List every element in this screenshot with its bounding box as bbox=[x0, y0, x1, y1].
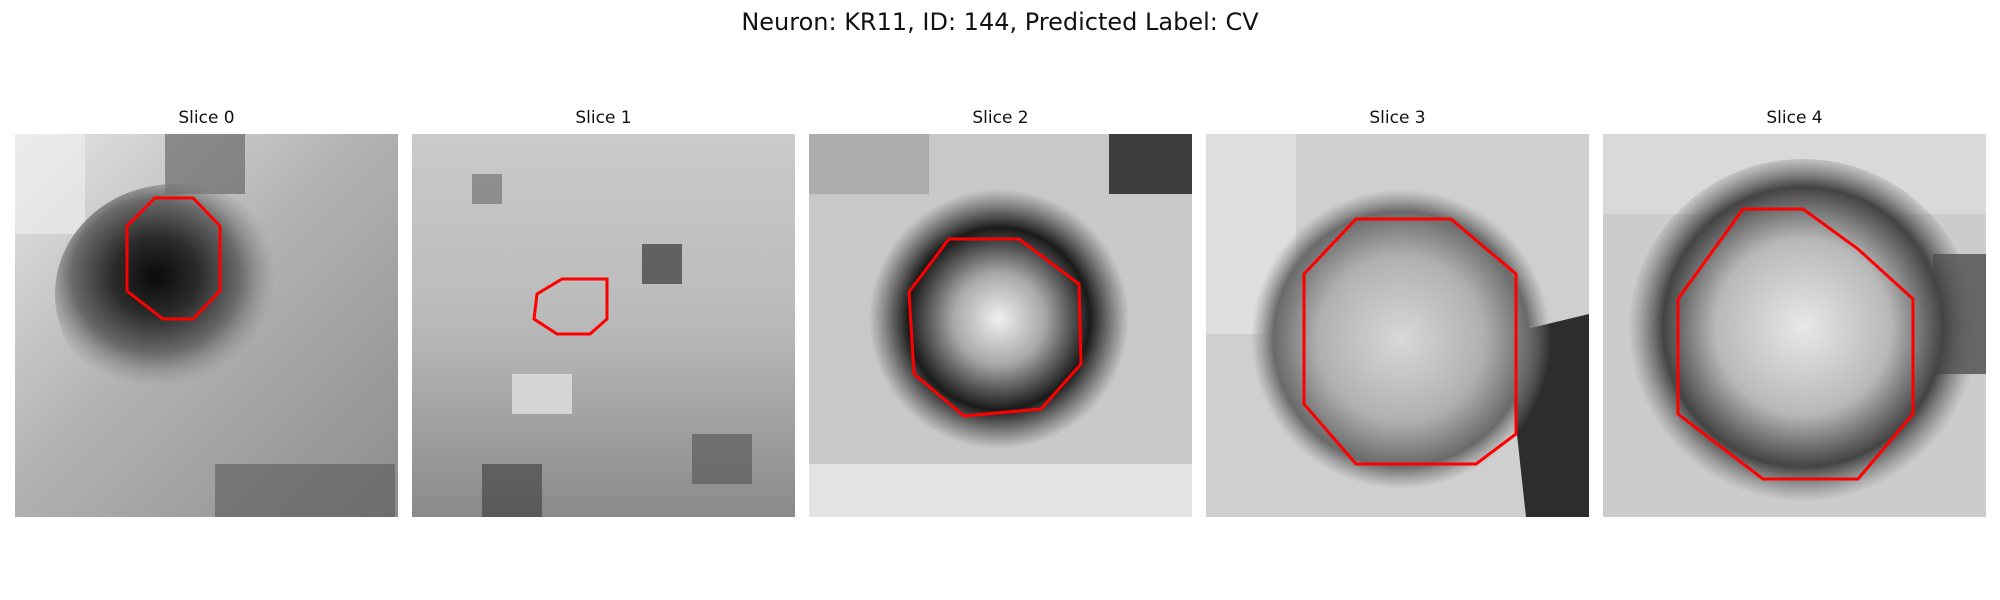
contour-4 bbox=[1676, 207, 1915, 481]
figure-title: Neuron: KR11, ID: 144, Predicted Label: … bbox=[741, 8, 1259, 36]
slice-image-0 bbox=[15, 134, 398, 517]
slice-image-4 bbox=[1603, 134, 1986, 517]
slice-image-2 bbox=[809, 134, 1192, 517]
slice-title-2: Slice 2 bbox=[972, 108, 1029, 128]
contour-0 bbox=[125, 196, 222, 321]
slice-image-1 bbox=[412, 134, 795, 517]
slice-title-3: Slice 3 bbox=[1369, 108, 1426, 128]
contour-1 bbox=[532, 277, 609, 336]
contour-2 bbox=[907, 237, 1083, 418]
contour-3 bbox=[1302, 217, 1518, 466]
slice-image-3 bbox=[1206, 134, 1589, 517]
slice-title-4: Slice 4 bbox=[1766, 108, 1823, 128]
slice-title-0: Slice 0 bbox=[178, 108, 235, 128]
slice-title-1: Slice 1 bbox=[575, 108, 632, 128]
